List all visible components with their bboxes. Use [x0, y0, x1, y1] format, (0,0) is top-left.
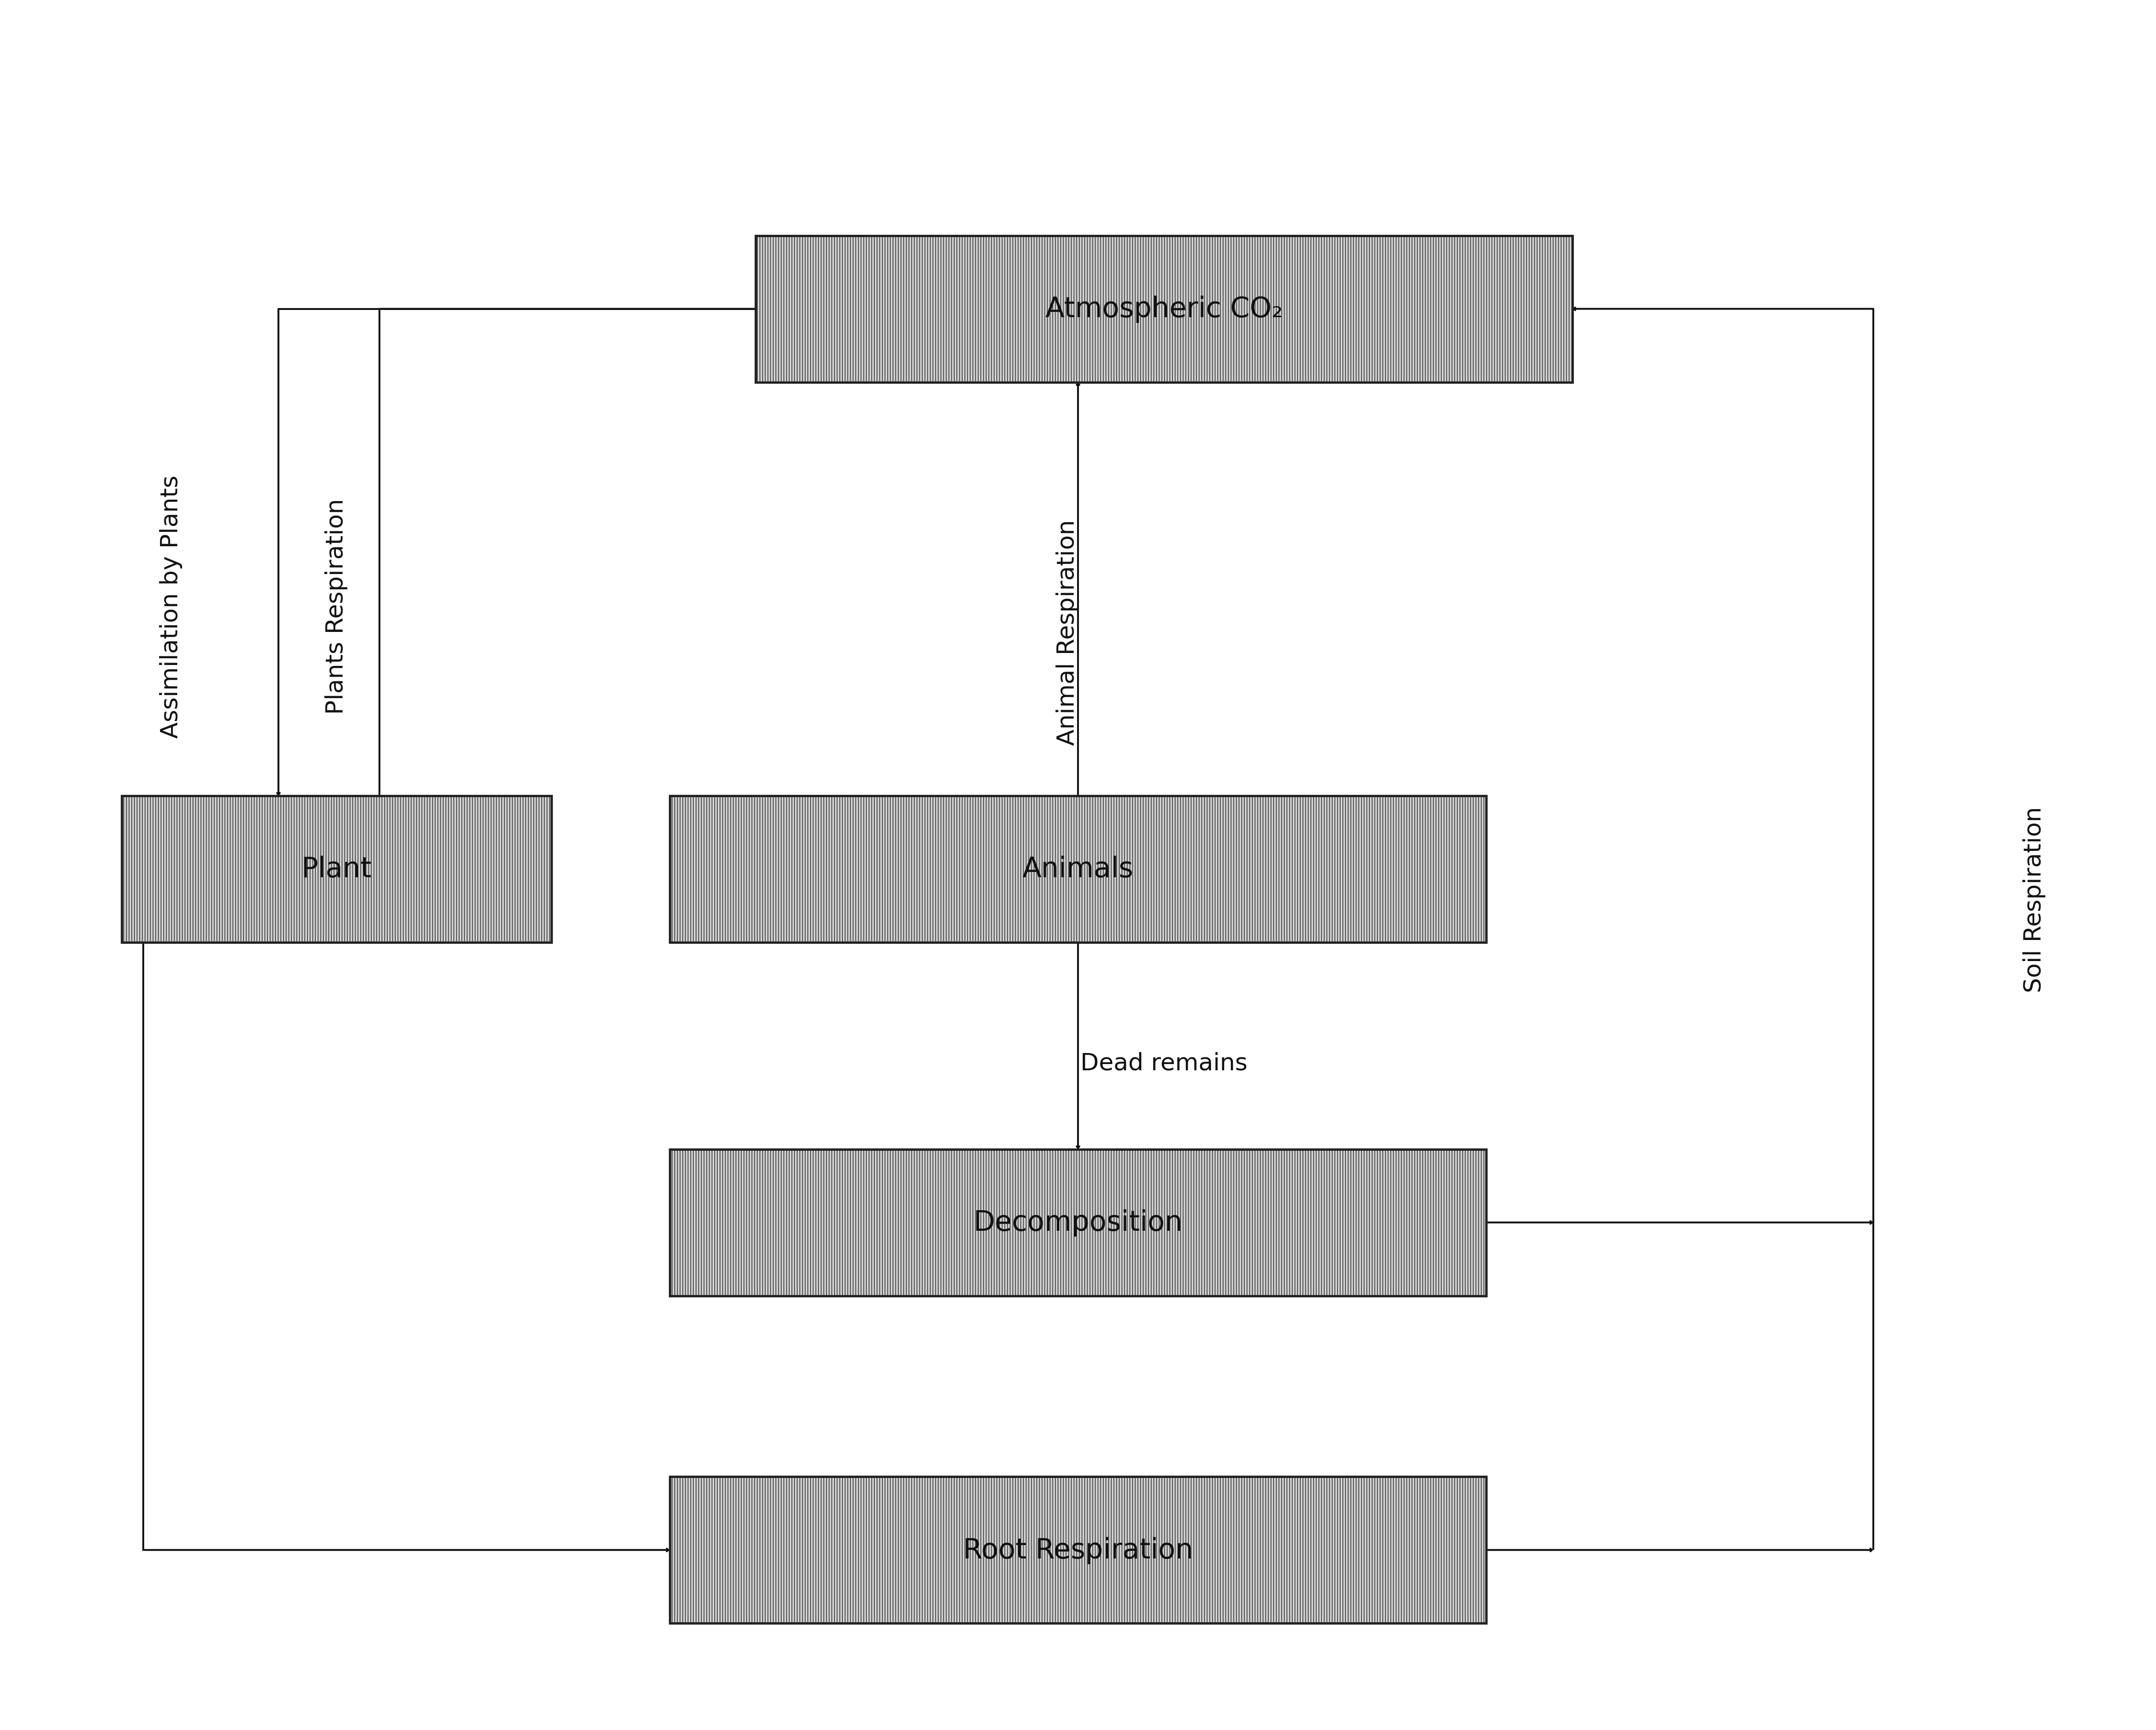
Text: Plant: Plant: [302, 856, 371, 882]
Text: Dead remains: Dead remains: [1080, 1052, 1248, 1074]
FancyBboxPatch shape: [671, 1477, 1485, 1623]
FancyBboxPatch shape: [671, 1149, 1485, 1296]
Text: Soil Respiration: Soil Respiration: [2022, 806, 2046, 993]
Text: Decomposition: Decomposition: [972, 1209, 1184, 1237]
Text: Animals: Animals: [1022, 856, 1134, 882]
Text: Atmospheric CO₂: Atmospheric CO₂: [1046, 296, 1283, 324]
FancyBboxPatch shape: [121, 796, 552, 943]
Text: Animal Respiration: Animal Respiration: [1056, 519, 1078, 746]
Text: Assimilation by Plants: Assimilation by Plants: [160, 476, 183, 739]
Text: Plants Respiration: Plants Respiration: [326, 498, 347, 714]
FancyBboxPatch shape: [671, 796, 1485, 943]
FancyBboxPatch shape: [755, 235, 1572, 382]
Text: Root Respiration: Root Respiration: [964, 1536, 1192, 1564]
